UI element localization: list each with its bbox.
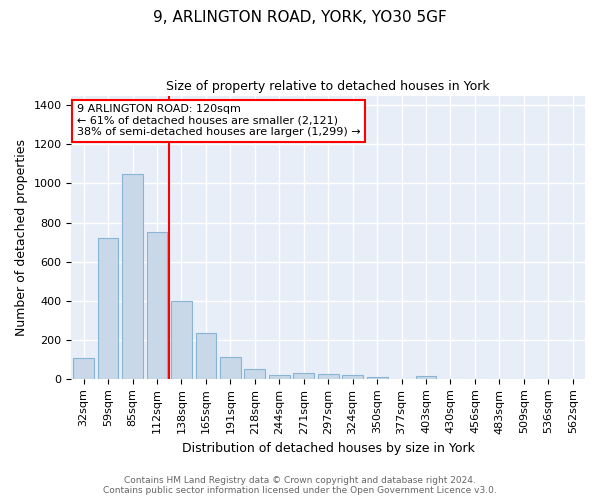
Bar bbox=[98, 238, 118, 379]
Title: Size of property relative to detached houses in York: Size of property relative to detached ho… bbox=[166, 80, 490, 93]
Bar bbox=[122, 174, 143, 379]
X-axis label: Distribution of detached houses by size in York: Distribution of detached houses by size … bbox=[182, 442, 475, 455]
Bar bbox=[146, 232, 167, 379]
Bar bbox=[269, 375, 290, 379]
Bar bbox=[196, 333, 217, 379]
Bar bbox=[73, 358, 94, 379]
Text: Contains HM Land Registry data © Crown copyright and database right 2024.
Contai: Contains HM Land Registry data © Crown c… bbox=[103, 476, 497, 495]
Bar bbox=[220, 358, 241, 379]
Text: 9, ARLINGTON ROAD, YORK, YO30 5GF: 9, ARLINGTON ROAD, YORK, YO30 5GF bbox=[153, 10, 447, 25]
Bar bbox=[244, 369, 265, 379]
Bar bbox=[367, 377, 388, 379]
Bar bbox=[342, 376, 363, 379]
Y-axis label: Number of detached properties: Number of detached properties bbox=[15, 138, 28, 336]
Bar bbox=[293, 374, 314, 379]
Text: 9 ARLINGTON ROAD: 120sqm
← 61% of detached houses are smaller (2,121)
38% of sem: 9 ARLINGTON ROAD: 120sqm ← 61% of detach… bbox=[77, 104, 360, 138]
Bar bbox=[416, 376, 436, 379]
Bar bbox=[318, 374, 338, 379]
Bar bbox=[171, 300, 192, 379]
